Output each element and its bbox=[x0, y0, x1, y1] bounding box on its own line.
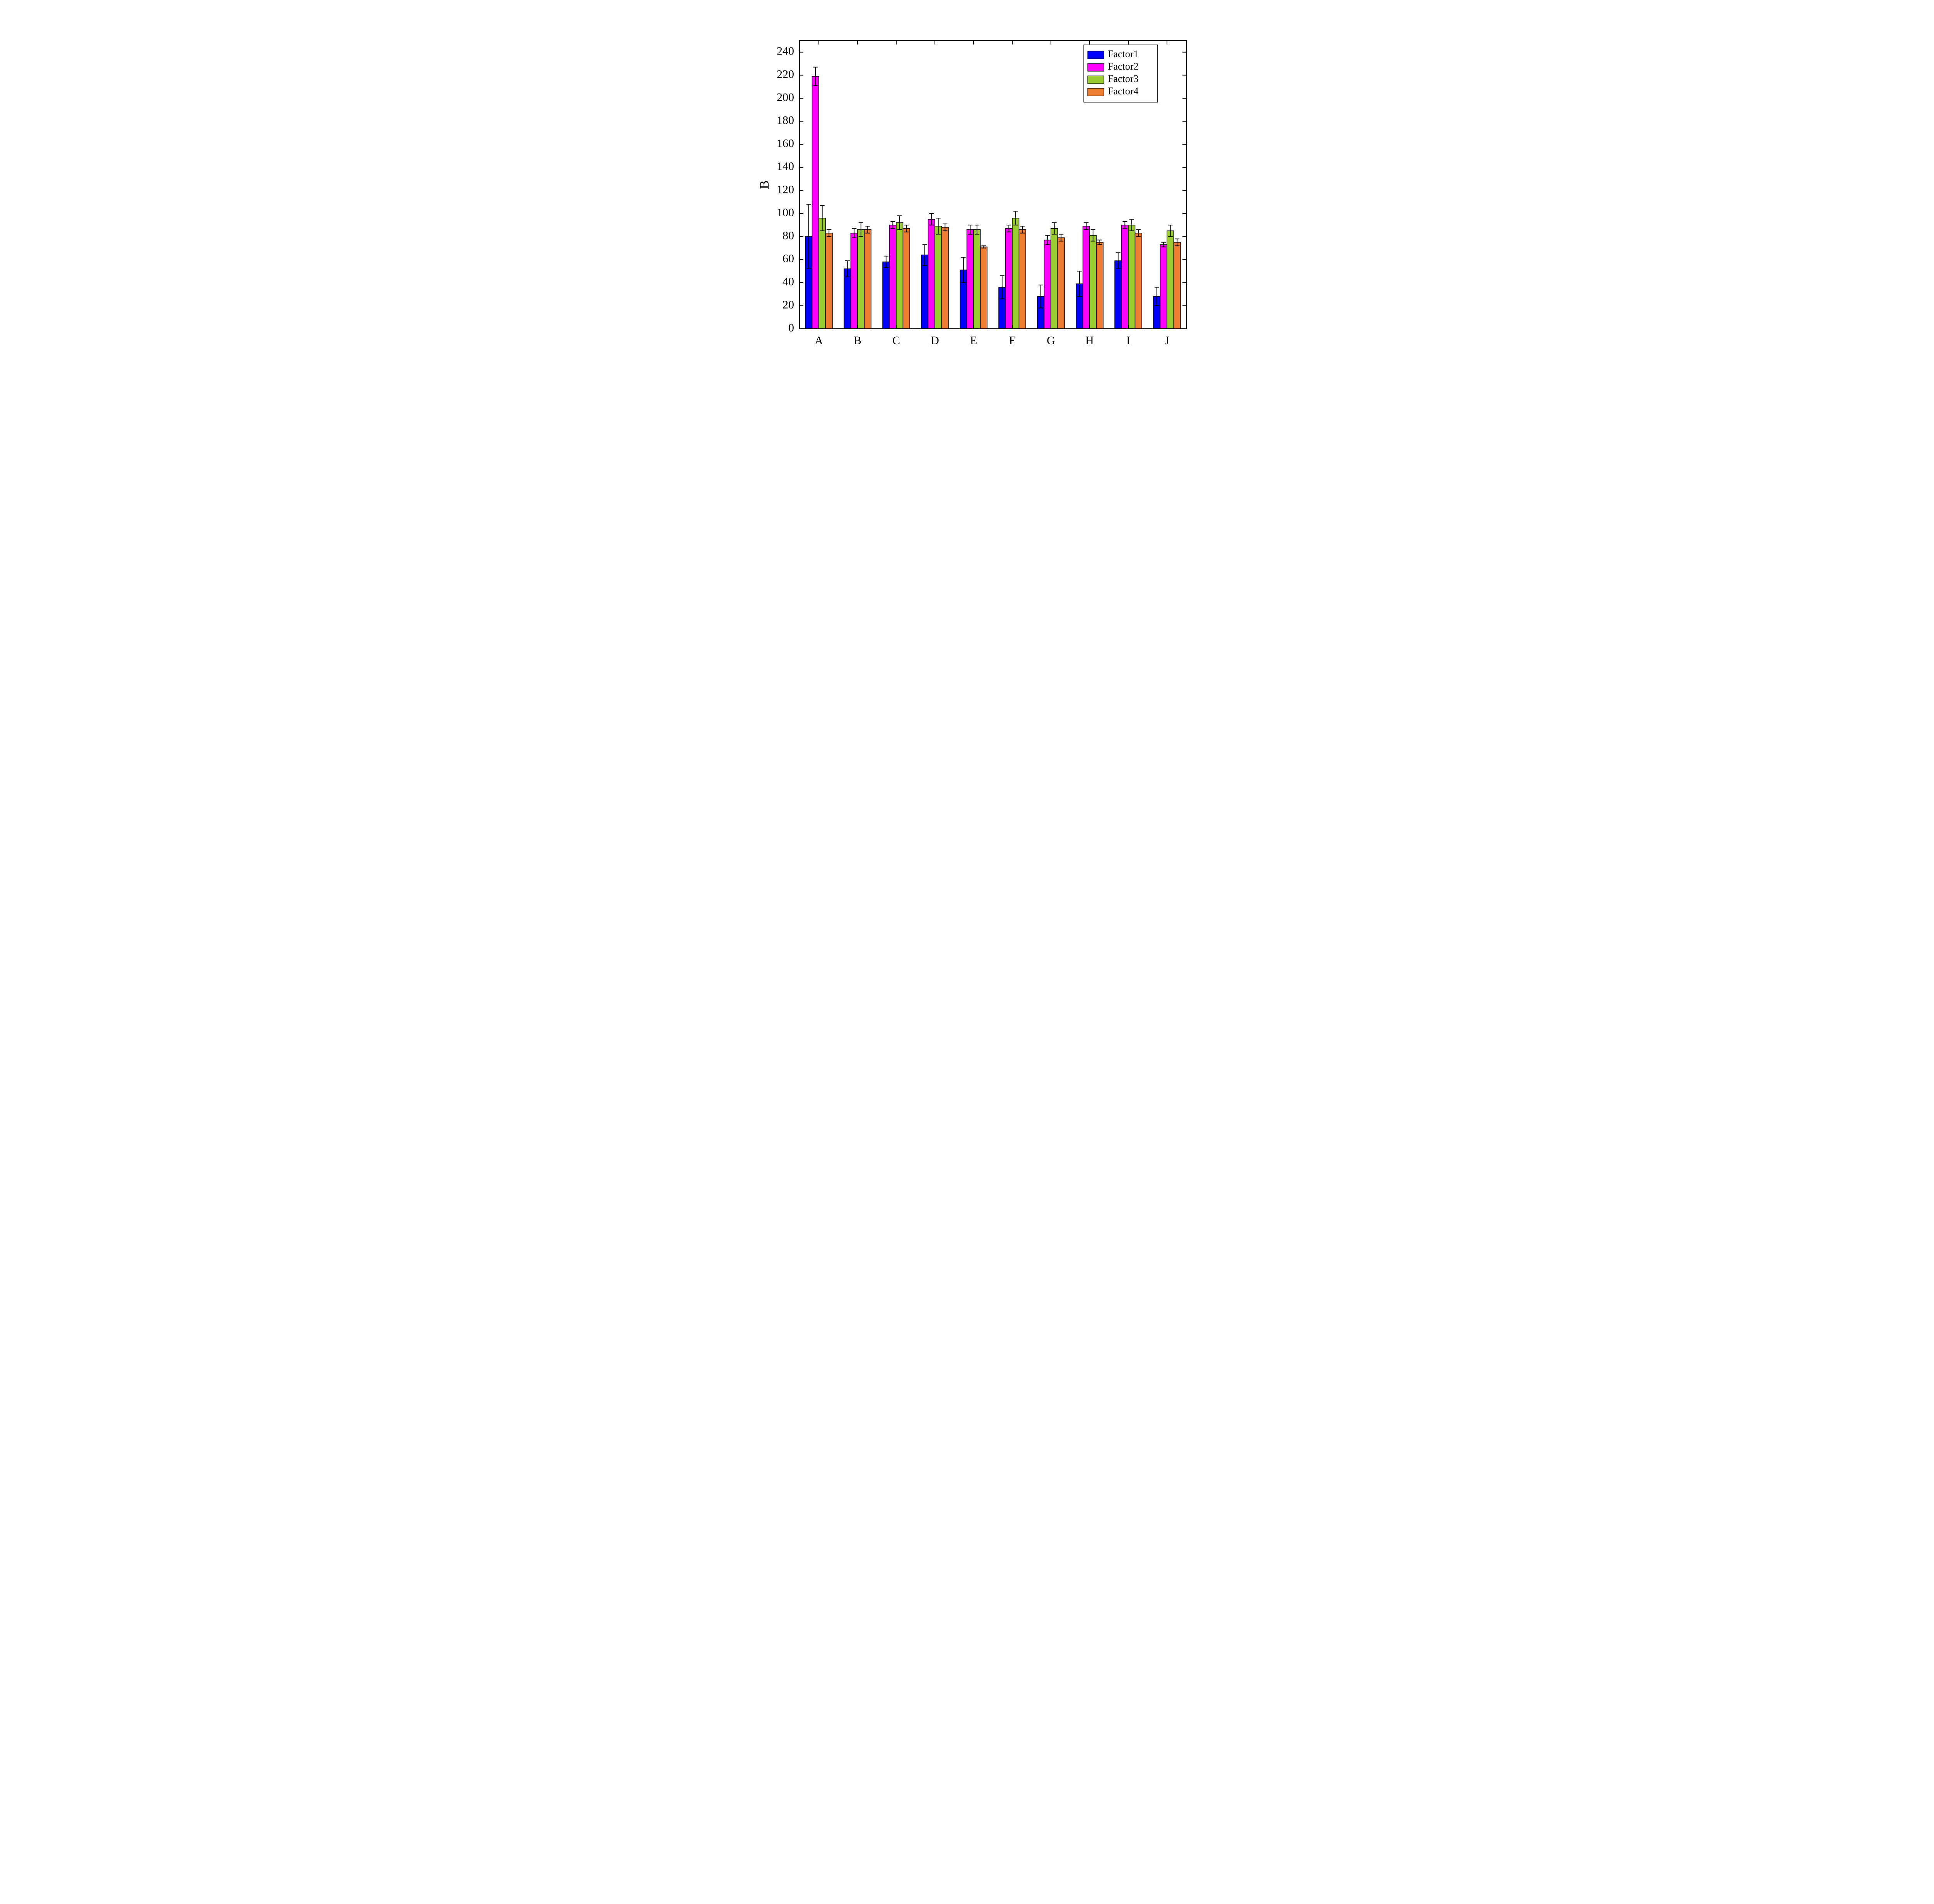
bar bbox=[1135, 233, 1142, 329]
xtick-label: D bbox=[931, 334, 939, 347]
legend-swatch bbox=[1088, 76, 1104, 84]
bar bbox=[1044, 240, 1051, 329]
y-axis-label: B bbox=[757, 180, 772, 189]
xtick-label: H bbox=[1085, 334, 1094, 347]
bar bbox=[1090, 236, 1097, 329]
legend-swatch bbox=[1088, 88, 1104, 96]
ytick-label: 220 bbox=[777, 68, 794, 80]
bar bbox=[921, 255, 928, 329]
bar bbox=[981, 247, 988, 329]
bar bbox=[942, 227, 949, 329]
legend: Factor1Factor2Factor3Factor4 bbox=[1084, 45, 1158, 102]
xtick-label: E bbox=[970, 334, 977, 347]
bar bbox=[1083, 226, 1090, 329]
bar-chart: 0 20 40 60 80 100 120 140 160 180 200 220 240 A B C D E F G… bbox=[718, 0, 1216, 381]
ytick-label: 20 bbox=[782, 298, 794, 311]
ytick-label: 40 bbox=[782, 275, 794, 288]
bar bbox=[851, 233, 858, 329]
bar bbox=[1167, 231, 1174, 329]
bar bbox=[1160, 244, 1167, 329]
xtick-label: G bbox=[1047, 334, 1055, 347]
legend-label: Factor3 bbox=[1108, 73, 1138, 84]
bar bbox=[1122, 225, 1129, 329]
bar bbox=[864, 230, 871, 329]
bar bbox=[903, 229, 910, 329]
ytick-label: 160 bbox=[777, 137, 794, 150]
ytick-label: 0 bbox=[788, 321, 794, 334]
xtick-label: C bbox=[892, 334, 900, 347]
bar bbox=[1058, 238, 1065, 329]
bar bbox=[812, 76, 819, 329]
legend-swatch bbox=[1088, 63, 1104, 71]
ytick-label: 120 bbox=[777, 183, 794, 196]
xtick-label: J bbox=[1165, 334, 1169, 347]
bar bbox=[1019, 230, 1026, 329]
bar bbox=[858, 230, 864, 329]
ytick-label: 80 bbox=[782, 229, 794, 242]
bar bbox=[1174, 242, 1181, 329]
bar bbox=[844, 269, 851, 329]
bar bbox=[1097, 242, 1104, 329]
legend-label: Factor1 bbox=[1108, 48, 1138, 60]
bar bbox=[1012, 218, 1019, 329]
bar bbox=[819, 218, 826, 329]
ytick-label: 60 bbox=[782, 252, 794, 265]
xtick-label: B bbox=[854, 334, 861, 347]
ytick-label: 180 bbox=[777, 114, 794, 126]
ytick-label: 140 bbox=[777, 160, 794, 173]
legend-label: Factor2 bbox=[1108, 61, 1138, 72]
xtick-label: A bbox=[815, 334, 823, 347]
bar bbox=[935, 226, 942, 329]
legend-label: Factor4 bbox=[1108, 85, 1138, 97]
bar bbox=[928, 219, 935, 329]
legend-swatch bbox=[1088, 51, 1104, 59]
bar bbox=[1128, 225, 1135, 329]
bar bbox=[883, 262, 890, 329]
bar bbox=[896, 223, 903, 329]
bar bbox=[826, 233, 833, 329]
xtick-label: F bbox=[1009, 334, 1016, 347]
bar bbox=[890, 225, 897, 329]
bar bbox=[1006, 229, 1013, 329]
bar bbox=[1115, 261, 1122, 329]
bar bbox=[1051, 229, 1058, 329]
ytick-label: 100 bbox=[777, 206, 794, 219]
bar bbox=[967, 230, 974, 329]
ytick-label: 240 bbox=[777, 45, 794, 58]
bar bbox=[974, 230, 981, 329]
ytick-label: 200 bbox=[777, 91, 794, 104]
xtick-label: I bbox=[1126, 334, 1130, 347]
